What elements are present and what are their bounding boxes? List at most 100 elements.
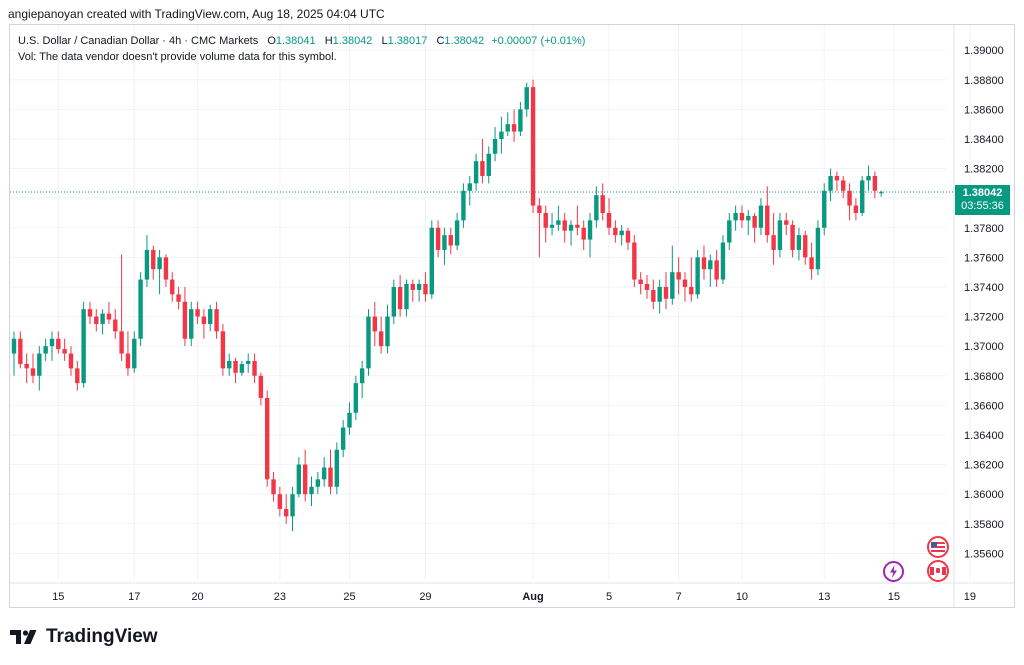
candle[interactable] [708,254,713,287]
candle[interactable] [208,304,213,332]
candle[interactable] [689,257,694,302]
candle[interactable] [467,175,472,206]
candle[interactable] [182,286,188,347]
candle[interactable] [157,249,162,295]
candle[interactable] [283,494,289,524]
candle[interactable] [511,109,517,142]
candle[interactable] [701,245,707,280]
candle[interactable] [841,175,846,199]
candle[interactable] [385,304,390,354]
candle[interactable] [75,360,80,391]
candle[interactable] [638,272,643,295]
candle[interactable] [765,186,770,243]
lightning-event-icon[interactable] [883,561,904,582]
candle[interactable] [214,301,219,339]
candle[interactable] [866,165,871,191]
candle[interactable] [296,457,302,498]
candle[interactable] [201,309,207,339]
candle[interactable] [252,353,257,384]
candle[interactable] [366,309,371,376]
candle[interactable] [315,471,321,495]
candle[interactable] [651,279,656,310]
candle[interactable] [790,220,795,258]
candle[interactable] [30,353,36,384]
candle[interactable] [94,309,99,332]
candle[interactable] [537,198,542,258]
candle[interactable] [815,220,821,276]
candle[interactable] [543,205,548,243]
candle[interactable] [499,116,504,154]
candle[interactable] [556,205,561,231]
candle[interactable] [872,171,878,199]
candle[interactable] [442,227,447,265]
candle[interactable] [340,420,346,458]
candle[interactable] [24,353,29,384]
candle[interactable] [549,212,555,236]
candle[interactable] [632,235,637,287]
us-flag-icon[interactable] [927,536,949,558]
candle[interactable] [733,205,738,231]
candle[interactable] [100,309,105,335]
candle[interactable] [43,338,48,361]
candle[interactable] [771,212,776,265]
candle[interactable] [189,301,194,347]
candle[interactable] [11,331,17,376]
candle[interactable] [328,449,333,495]
candle[interactable] [663,272,669,310]
candle[interactable] [613,220,618,243]
candle[interactable] [246,353,251,373]
candle[interactable] [359,360,365,398]
candle[interactable] [220,323,226,376]
candle[interactable] [727,212,732,250]
candle[interactable] [410,279,415,302]
candle[interactable] [784,212,789,236]
candle[interactable] [435,220,441,258]
candle[interactable] [277,486,283,517]
candle[interactable] [18,331,23,369]
candle[interactable] [321,457,327,487]
candle[interactable] [676,257,681,295]
candle[interactable] [49,331,55,361]
candle[interactable] [265,390,270,487]
candle[interactable] [87,301,93,324]
candle[interactable] [739,205,745,228]
candle[interactable] [233,358,238,384]
candle[interactable] [777,212,783,258]
candle[interactable] [714,249,719,287]
candle[interactable] [113,309,118,339]
candle[interactable] [606,198,612,236]
candle[interactable] [170,272,175,302]
candle[interactable] [581,220,586,250]
symbol-description[interactable]: U.S. Dollar / Canadian Dollar · 4h · CMC… [18,35,259,47]
candle[interactable] [378,316,384,354]
candle[interactable] [454,212,460,250]
candle[interactable] [879,190,884,197]
candle[interactable] [106,301,112,324]
candle[interactable] [480,138,485,184]
candle[interactable] [144,235,150,287]
candle[interactable] [492,127,498,162]
candle[interactable] [505,112,510,136]
candle[interactable] [758,198,764,236]
candle[interactable] [448,227,453,255]
candle[interactable] [461,183,466,228]
candle[interactable] [195,301,200,324]
candle[interactable] [486,146,491,184]
candle[interactable] [752,212,757,243]
candle[interactable] [562,212,567,243]
candle[interactable] [176,286,181,310]
candle[interactable] [404,279,409,317]
candle[interactable] [119,254,124,361]
candle[interactable] [803,230,808,265]
candle[interactable] [132,331,137,373]
candle[interactable] [809,242,814,280]
candle[interactable] [239,360,245,376]
candle[interactable] [695,249,700,299]
candle[interactable] [334,442,340,495]
candle[interactable] [847,183,852,221]
candle[interactable] [860,175,865,216]
candle[interactable] [163,254,169,287]
candle[interactable] [353,375,359,421]
candle[interactable] [853,198,859,221]
candle[interactable] [644,275,650,299]
